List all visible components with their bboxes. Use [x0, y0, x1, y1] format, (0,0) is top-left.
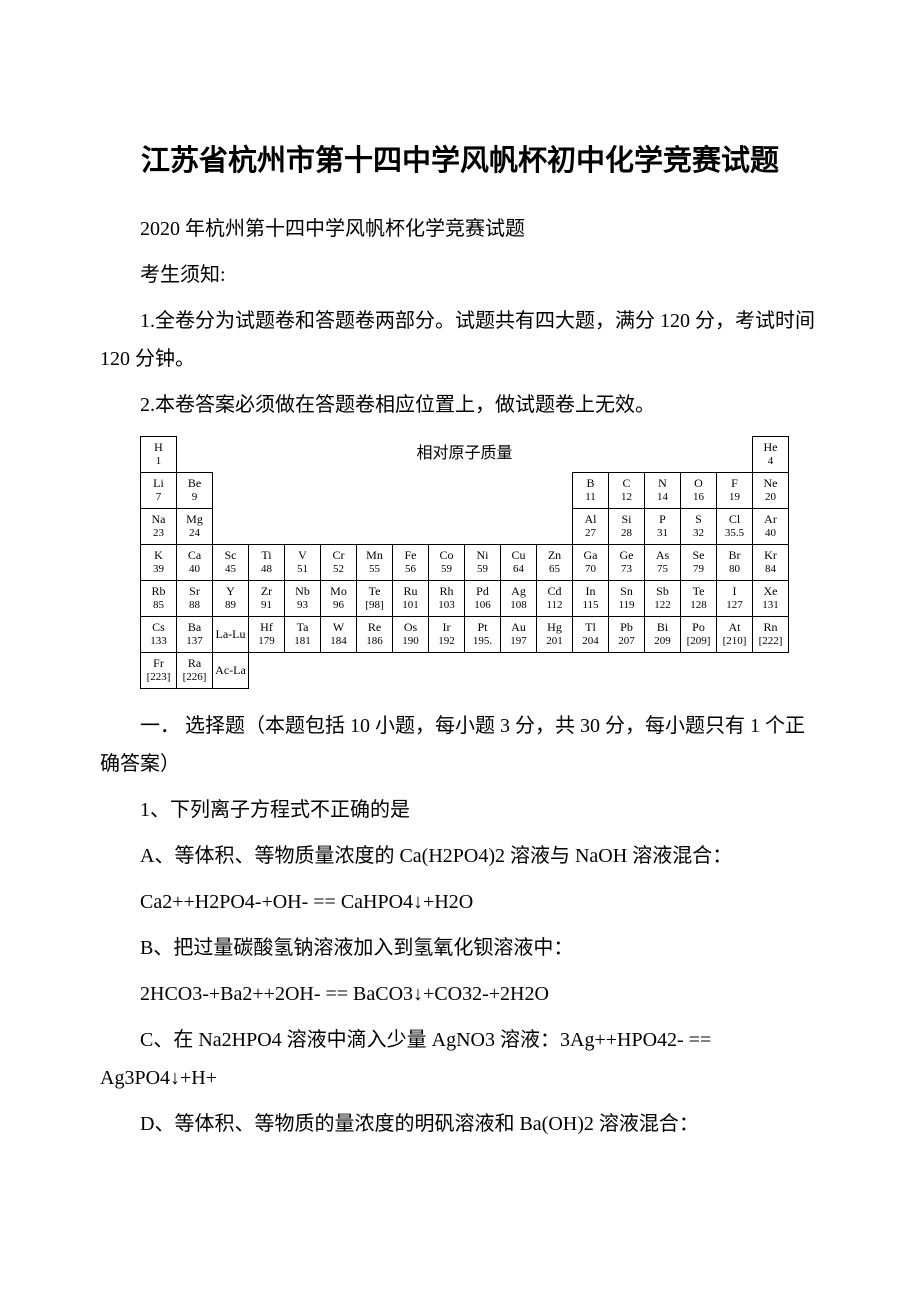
notice-2: 2.本卷答案必须做在答题卷相应位置上，做试题卷上无效。	[100, 386, 820, 424]
question-1-option-a: A、等体积、等物质量浓度的 Ca(H2PO4)2 溶液与 NaOH 溶液混合：	[100, 837, 820, 875]
subtitle: 2020 年杭州第十四中学风帆杯化学竞赛试题	[100, 210, 820, 248]
periodic-table-title: 相对原子质量	[416, 445, 512, 462]
document-title: 江苏省杭州市第十四中学风帆杯初中化学竞赛试题	[100, 140, 820, 184]
periodic-table: H1 相对原子质量 He4 Li7 Be9 B11 C12 N14 O16 F1…	[140, 436, 789, 689]
question-1-option-b: B、把过量碳酸氢钠溶液加入到氢氧化钡溶液中：	[100, 929, 820, 967]
section-1-heading: 一． 选择题（本题包括 10 小题，每小题 3 分，共 30 分，每小题只有 1…	[100, 707, 820, 783]
notice-1: 1.全卷分为试题卷和答题卷两部分。试题共有四大题，满分 120 分，考试时间 1…	[100, 302, 820, 378]
question-1-equation-a: Ca2++H2PO4-+OH- == CaHPO4↓+H2O	[100, 883, 820, 921]
notice-heading: 考生须知:	[100, 256, 820, 294]
question-1-equation-b: 2HCO3-+Ba2++2OH- == BaCO3↓+CO32-+2H2O	[100, 975, 820, 1013]
question-1: 1、下列离子方程式不正确的是	[100, 791, 820, 829]
question-1-option-c: C、在 Na2HPO4 溶液中滴入少量 AgNO3 溶液：3Ag++HPO42-…	[100, 1021, 820, 1097]
question-1-option-d: D、等体积、等物质的量浓度的明矾溶液和 Ba(OH)2 溶液混合：	[100, 1105, 820, 1143]
